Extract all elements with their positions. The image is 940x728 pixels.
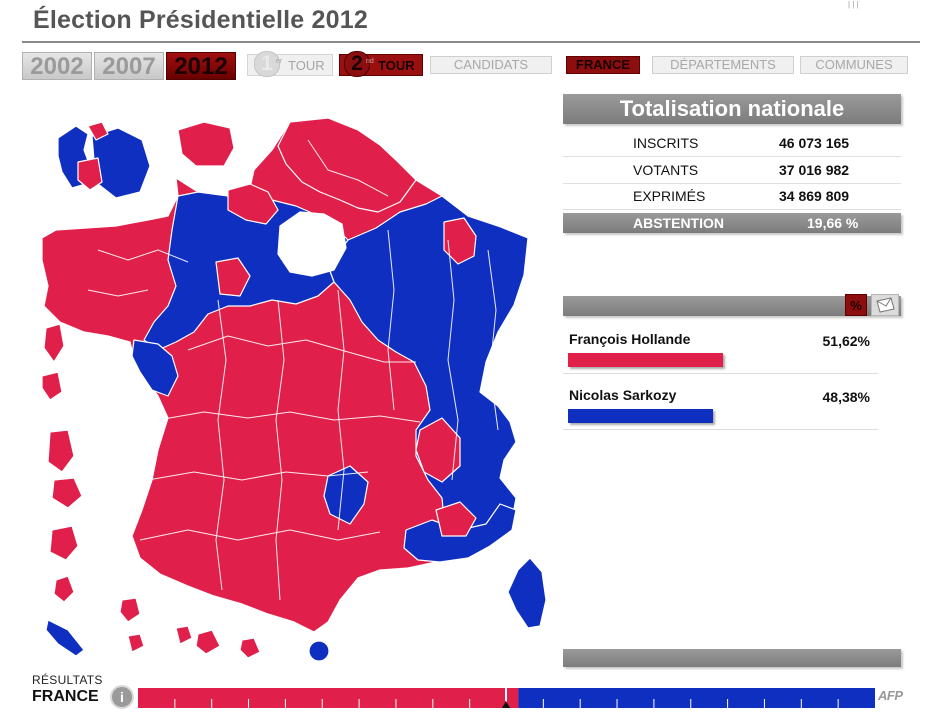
map-overseas-spm [53,575,75,603]
map-overseas-st-barth [195,629,221,655]
map-inset-lyon-area [177,121,235,167]
france-tab[interactable]: FRANCE [566,56,640,74]
info-icon[interactable]: i [112,687,132,707]
stat-value: 46 073 165 [779,135,850,151]
abstention-row: ABSTENTION 19,66 % [563,213,901,233]
map-overseas-nouvelle-caledonie [45,619,85,657]
map-north-red-region [277,117,417,213]
map-ile-de-france-area [277,211,347,277]
map-east-red-pocket [443,217,477,265]
second-round-label: TOUR [378,58,415,73]
map-overseas-polynesie [119,597,141,623]
candidate-percent: 51,62% [822,333,870,349]
afp-logo: AFP [878,688,903,703]
candidate-row-sarkozy[interactable]: Nicolas Sarkozy 48,38% [563,379,878,430]
candidate-name: Nicolas Sarkozy [569,387,677,403]
map-overseas-martinique [41,371,63,401]
second-round-number: 2 [344,51,370,77]
stat-value: 34 869 809 [779,188,850,204]
stat-row-exprimes: EXPRIMÉS 34 869 809 [563,183,901,210]
ballot-envelope-icon[interactable] [871,294,899,316]
stat-row-inscrits: INSCRITS 46 073 165 [563,130,901,157]
corner-marks: | | | [848,0,859,9]
stat-label: EXPRIMÉS [633,188,706,204]
second-round-suffix: nd [366,58,374,65]
map-inset-paris-suburbs-2 [91,127,151,199]
first-round-suffix: er [276,58,283,65]
map-overseas-extra [239,637,261,659]
bottom-panel-bar [563,649,901,667]
map-south-central-blue-pocket [323,465,369,525]
first-round-number: 1 [254,51,280,77]
year-button-2007[interactable]: 2007 [94,52,164,80]
results-label: RÉSULTATS [32,673,103,687]
communes-tab[interactable]: COMMUNES [800,56,908,74]
candidats-tab[interactable]: CANDIDATS [430,56,552,74]
page-title: Élection Présidentielle 2012 [33,6,368,34]
second-round-button[interactable]: 2 nd TOUR [339,51,423,77]
title-divider [22,41,920,43]
map-french-abroad-dot [308,640,330,662]
candidates-header-bar [563,296,901,316]
candidate-result-bar [568,409,713,423]
national-result-bar [138,688,875,708]
map-rhone-red-pocket [415,417,461,483]
stat-row-votants: VOTANTS 37 016 982 [563,157,901,184]
map-overseas-guyane [47,429,75,473]
first-round-label: TOUR [288,58,325,73]
abstention-label: ABSTENTION [633,215,724,231]
map-overseas-mayotte [49,525,79,561]
totalisation-header: Totalisation nationale [563,94,901,124]
year-button-2012[interactable]: 2012 [166,52,236,80]
france-election-map[interactable] [28,100,558,680]
map-overseas-reunion [51,477,83,509]
departements-tab[interactable]: DÉPARTEMENTS [652,56,794,74]
map-normandy-red-region [227,183,279,225]
map-inset-paris-red [87,121,109,141]
map-overseas-guadeloupe [43,323,65,363]
sarkozy-share-segment [518,688,875,708]
abstention-value: 19,66 % [807,215,859,231]
results-scope: FRANCE [32,688,99,705]
year-button-2002[interactable]: 2002 [22,52,92,80]
stat-label: INSCRITS [633,135,699,151]
candidate-name: François Hollande [569,331,691,347]
map-central-red-pocket [215,257,251,297]
majority-marker-icon [502,701,510,708]
first-round-button[interactable]: 1 er TOUR [247,51,333,77]
hollande-share-segment [138,688,519,708]
map-overseas-st-martin [175,625,193,645]
candidate-row-hollande[interactable]: François Hollande 51,62% [563,323,878,374]
map-vendee-blue-region [131,339,179,397]
map-corsica [507,557,547,629]
candidate-result-bar [568,353,723,367]
map-southeast-red-pocket [435,501,477,537]
percent-button[interactable]: % [845,294,867,316]
stat-label: VOTANTS [633,162,699,178]
stat-value: 37 016 982 [779,162,850,178]
map-inset-paris-red-2 [77,157,103,191]
map-overseas-wallis [127,633,145,653]
candidate-percent: 48,38% [822,389,870,405]
